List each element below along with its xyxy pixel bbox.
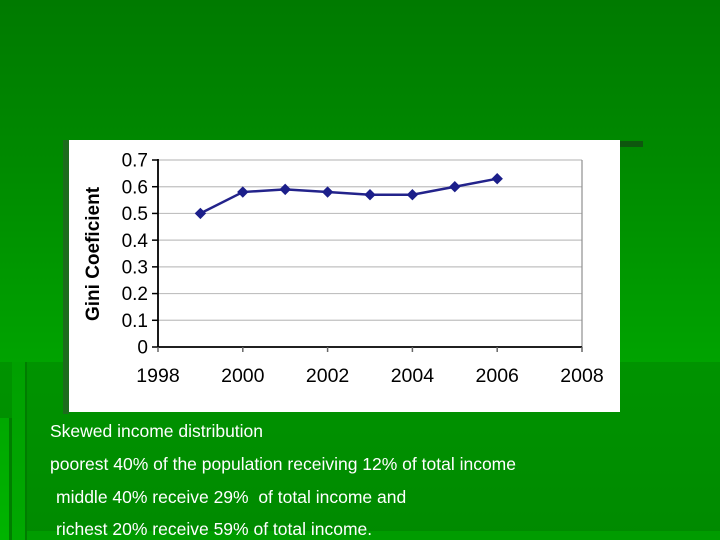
chart-panel: 0 0.1 0.2 0.3 0.4 0.5 0.6 0.7 1998 2000 2002 2004 20…: [69, 140, 620, 412]
svg-text:0.6: 0.6: [122, 177, 148, 198]
svg-text:0: 0: [137, 338, 148, 359]
gini-line-chart: 0 0.1 0.2 0.3 0.4 0.5 0.6 0.7 1998 2000 2002 2004 20…: [83, 151, 604, 387]
svg-text:2002: 2002: [306, 365, 349, 387]
svg-text:0.4: 0.4: [122, 231, 149, 252]
svg-text:2008: 2008: [560, 365, 603, 387]
caption-line: poorest 40% of the population receiving …: [50, 453, 516, 474]
chart-panel-shadow-left: [63, 140, 69, 414]
svg-text:0.5: 0.5: [122, 204, 148, 225]
background-bottom-strip: [0, 531, 720, 540]
caption-block: Skewed income distribution poorest 40% o…: [0, 416, 720, 540]
caption-line: middle 40% receive 29% of total income a…: [56, 486, 407, 507]
svg-text:0.7: 0.7: [122, 151, 148, 172]
left-stripe-seam-2: [24, 362, 27, 540]
svg-text:0.2: 0.2: [122, 284, 148, 305]
left-stripe-mid: [11, 362, 25, 540]
svg-text:1998: 1998: [136, 365, 179, 387]
svg-text:2000: 2000: [221, 365, 265, 387]
caption-line: richest 20% receive 59% of total income.: [56, 519, 373, 540]
caption-line: Skewed income distribution: [50, 421, 264, 441]
left-stripe-bright: [0, 418, 9, 540]
svg-text:0.1: 0.1: [122, 311, 148, 332]
svg-text:Gini Coeficient: Gini Coeficient: [83, 186, 104, 321]
left-stripe-seam-1: [9, 418, 12, 540]
svg-text:2006: 2006: [476, 365, 519, 387]
svg-text:2004: 2004: [391, 365, 435, 387]
chart-panel-shadow-dash: [620, 141, 643, 147]
svg-text:0.3: 0.3: [122, 258, 148, 279]
